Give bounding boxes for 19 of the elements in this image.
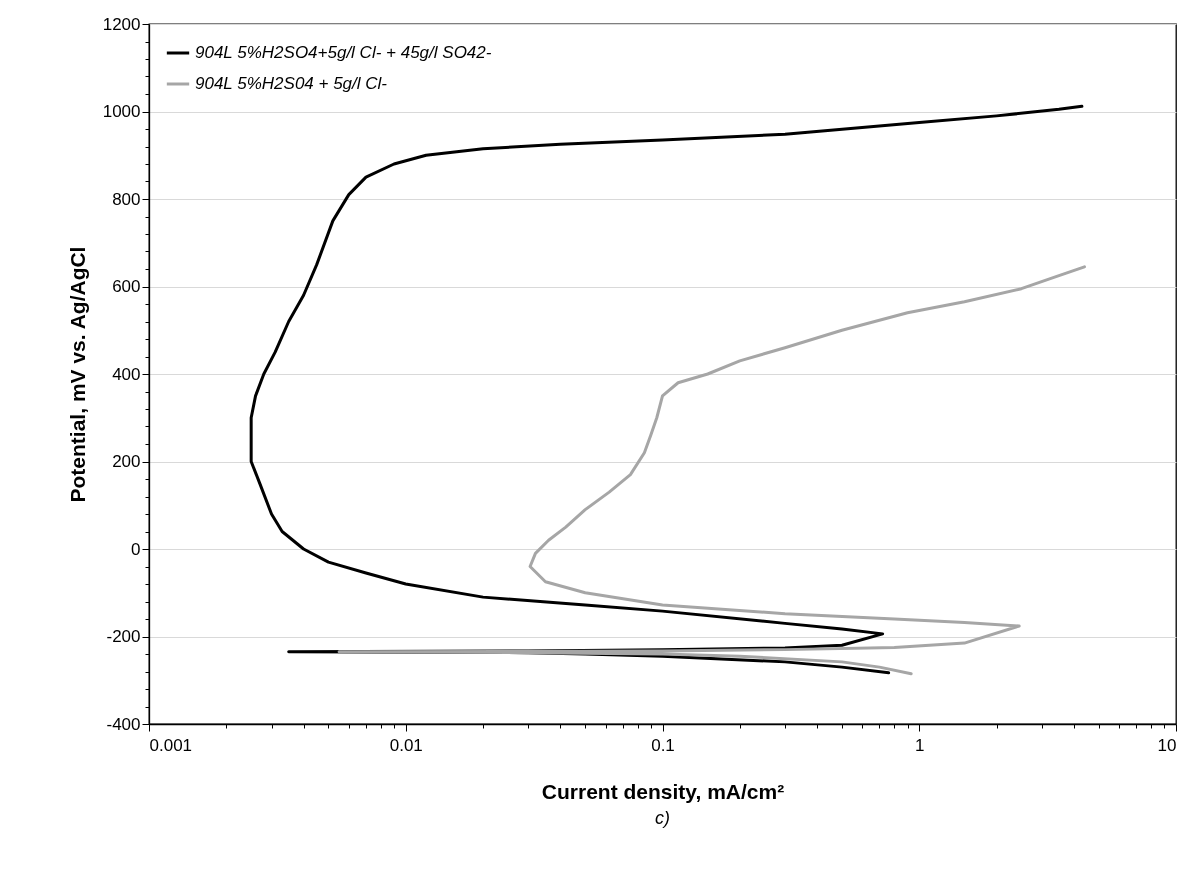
y-tick-label: -400 [106,714,141,734]
y-axis-title: Potential, mV vs. Ag/AgCl [65,246,89,503]
legend-label: 904L 5%H2S04 + 5g/l Cl- [195,74,388,93]
x-tick-label: 0.001 [149,735,193,755]
y-tick-label: 400 [112,364,141,384]
y-tick-label: 1000 [102,102,141,121]
y-tick-label: 800 [112,189,141,209]
x-tick-label: 0.01 [389,735,423,755]
x-axis-title: Current density, mA/cm² [541,779,785,803]
x-tick-label: 10 [1157,735,1177,755]
text: c) [655,808,670,828]
y-tick-label: -200 [106,627,141,646]
y-tick-label: 1200 [102,14,141,34]
y-tick-label: 600 [112,277,141,296]
legend-label: 904L 5%H2SO4+5g/l Cl- + 45g/l SO42- [195,43,492,62]
x-tick-label: 1 [915,735,925,755]
x-tick-label: 0.1 [651,735,675,755]
y-tick-label: 0 [131,539,141,559]
y-tick-label: 200 [112,452,141,471]
